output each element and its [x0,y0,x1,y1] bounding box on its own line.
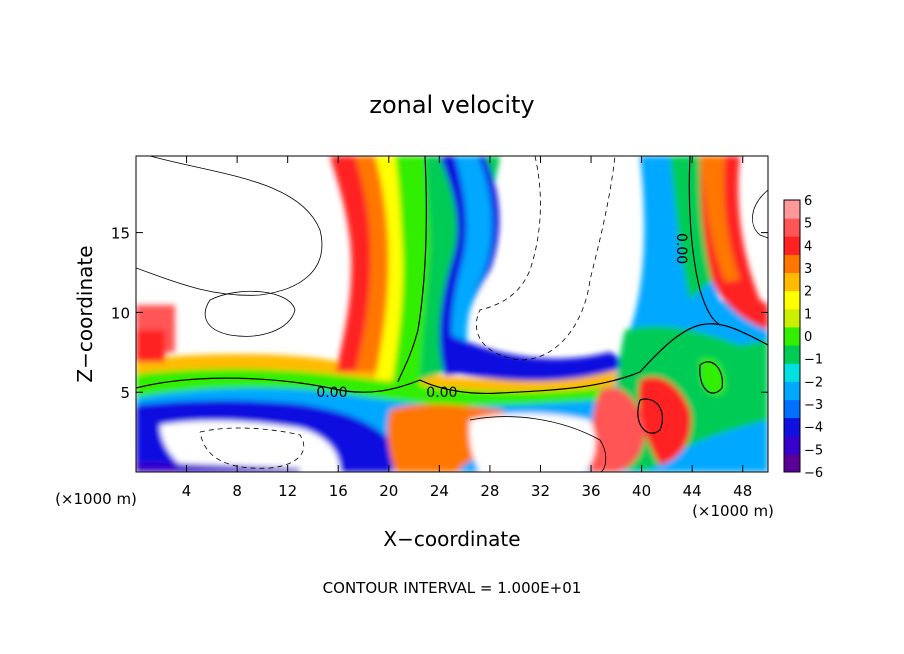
colorbar-tick-label: 1 [804,307,812,322]
colorbar: 6 5 4 3 2 1 0 −1 −2 −3 −4 −5 −6 [783,194,823,481]
plot-frame [135,155,769,473]
colorbar-tick-label: 0 [804,330,812,345]
contour-label: 0.00 [673,233,689,264]
colorbar-tick-label: 2 [804,285,812,300]
colorbar-frame [783,199,801,473]
x-units-left: (×1000 m) [55,490,137,508]
y-tick-label: 15 [111,225,130,243]
colorbar-swatch [784,326,800,346]
colorbar-tick-label: 3 [804,262,812,277]
x-tick-label: 8 [232,482,242,500]
colorbar-tick-label: 4 [804,239,812,254]
x-tick-label: 32 [531,482,550,500]
x-units-right: (×1000 m) [692,502,774,520]
x-axis-ticks: 4 8 12 16 20 24 28 32 36 40 44 48 [182,156,752,500]
colorbar-tick-label: −6 [804,466,823,481]
colorbar-swatch [784,290,800,310]
y-axis-label: Z−coordinate [73,245,97,382]
x-tick-label: 4 [182,482,192,500]
x-tick-label: 40 [632,482,651,500]
contour-labels: 0.00 0.00 0.00 [316,233,689,401]
colorbar-tick-label: −1 [804,353,823,368]
colorbar-swatch [784,399,800,419]
colorbar-swatch [784,254,800,274]
colorbar-swatch [784,363,800,382]
contour-label: 0.00 [426,385,457,401]
x-axis-label: X−coordinate [383,527,520,551]
x-tick-label: 36 [581,482,600,500]
x-tick-label: 28 [480,482,499,500]
colorbar-swatch [784,417,800,437]
x-tick-label: 24 [430,482,449,500]
contour-label: 0.00 [316,385,347,401]
x-tick-label: 20 [379,482,398,500]
y-tick-label: 5 [120,384,130,402]
colorbar-swatch [784,308,800,328]
colorbar-swatch [784,218,800,237]
colorbar-swatch [784,345,800,364]
colorbar-swatch [784,272,800,292]
colorbar-tick-label: −5 [804,443,823,458]
contour-interval-note: CONTOUR INTERVAL = 1.000E+01 [323,579,582,597]
x-tick-label: 48 [733,482,752,500]
colorbar-swatch [784,381,800,400]
colorbar-tick-label: −2 [804,375,823,390]
colorbar-tick-label: −4 [804,421,823,436]
colorbar-tick-label: 5 [804,217,812,232]
x-tick-label: 44 [683,482,702,500]
x-tick-label: 12 [278,482,297,500]
x-tick-label: 16 [329,482,348,500]
colorbar-tick-label: 6 [804,194,812,209]
colorbar-swatch [784,236,800,255]
chart-title: zonal velocity [369,91,534,119]
colorbar-swatch [784,435,800,455]
colorbar-swatch [784,200,800,219]
colorbar-swatch [784,453,800,473]
colorbar-tick-label: −3 [804,398,823,413]
y-tick-label: 10 [111,304,130,322]
velocity-field [136,156,768,472]
y-axis-ticks: 5 10 15 [111,225,768,402]
